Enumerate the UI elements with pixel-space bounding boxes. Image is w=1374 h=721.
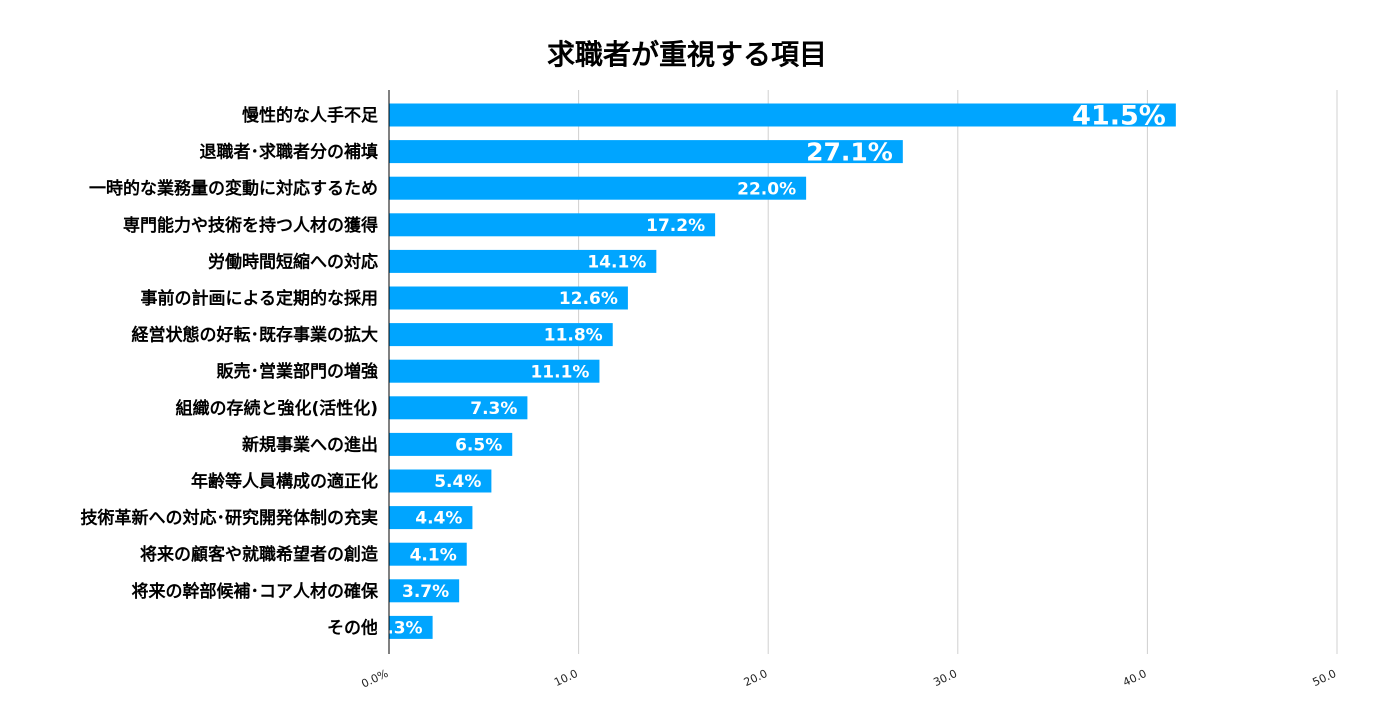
bar bbox=[389, 323, 613, 347]
category-label: 経営状態の好転･既存事業の拡大 bbox=[132, 325, 379, 346]
data-label: 5.4% bbox=[434, 472, 481, 492]
bar bbox=[389, 103, 1176, 127]
data-label: 11.8% bbox=[544, 326, 603, 346]
data-label: 22.0% bbox=[737, 179, 796, 199]
x-tick-labels: 0.0% 10.0 20.0 30.0 40.0 50.0 bbox=[359, 667, 1338, 691]
category-label: 組織の存続と強化(活性化) bbox=[175, 398, 378, 419]
category-label: 技術革新への対応･研究開発体制の充実 bbox=[81, 508, 379, 529]
data-labels: 41.5% 27.1% 22.0% 17.2%14.1% 12.6% 11.8% 11.1%… bbox=[375, 101, 1165, 639]
bar bbox=[389, 432, 513, 456]
category-label: 専門能力や技術を持つ人材の獲得 bbox=[123, 215, 378, 236]
bar bbox=[389, 140, 903, 164]
bar bbox=[389, 176, 807, 200]
bar bbox=[389, 469, 492, 493]
bar bbox=[389, 506, 473, 530]
data-label: 27.1% bbox=[806, 138, 893, 167]
category-label: 年齢等人員構成の適正化 bbox=[191, 471, 378, 492]
category-label: 退職者･求職者分の補填 bbox=[200, 142, 379, 163]
bar bbox=[389, 396, 528, 420]
bar bbox=[389, 359, 600, 383]
x-tick-label: 20.0 bbox=[742, 667, 770, 689]
data-label: 4.1% bbox=[410, 545, 457, 565]
category-label: 一時的な業務量の変動に対応するため bbox=[89, 178, 378, 199]
bar bbox=[389, 542, 467, 566]
category-label: 労働時間短縮への対応 bbox=[208, 251, 378, 272]
category-label: 将来の幹部候補･コア人材の確保 bbox=[132, 581, 379, 602]
category-labels: 慢性的な人手不足退職者･求職者分の補填一時的な業務量の変動に対応するため専門能力… bbox=[81, 105, 379, 638]
category-label: 新規事業への進出 bbox=[242, 434, 378, 455]
bar bbox=[389, 249, 657, 273]
x-tick-label: 50.0 bbox=[1311, 667, 1339, 689]
data-label: 2.3% bbox=[375, 619, 422, 639]
category-label: 慢性的な人手不足 bbox=[242, 105, 378, 126]
data-label: 14.1% bbox=[587, 253, 646, 273]
bar bbox=[389, 615, 433, 639]
bar bbox=[389, 579, 460, 603]
data-label: 7.3% bbox=[470, 399, 517, 419]
data-label: 41.5% bbox=[1072, 101, 1166, 132]
x-tick-label: 10.0 bbox=[552, 667, 580, 689]
bars bbox=[389, 103, 1176, 639]
data-label: 4.4% bbox=[415, 509, 462, 529]
chart-title: 求職者が重視する項目 bbox=[547, 38, 827, 71]
data-label: 6.5% bbox=[455, 436, 502, 456]
grid-lines bbox=[578, 90, 1338, 654]
category-label: その他 bbox=[327, 617, 378, 638]
category-label: 事前の計画による定期的な採用 bbox=[141, 288, 379, 309]
data-label: 3.7% bbox=[402, 582, 449, 602]
x-tick-label: 0.0% bbox=[359, 667, 390, 691]
bar bbox=[389, 213, 716, 237]
x-tick-label: 30.0 bbox=[931, 667, 959, 689]
x-tick-label: 40.0 bbox=[1121, 667, 1149, 689]
bar bbox=[389, 286, 628, 310]
data-label: 12.6% bbox=[559, 289, 618, 309]
data-label: 11.1% bbox=[530, 362, 589, 382]
data-label: 17.2% bbox=[646, 216, 705, 236]
category-label: 将来の顧客や就職希望者の創造 bbox=[140, 544, 379, 565]
category-label: 販売･営業部門の増強 bbox=[217, 361, 379, 382]
